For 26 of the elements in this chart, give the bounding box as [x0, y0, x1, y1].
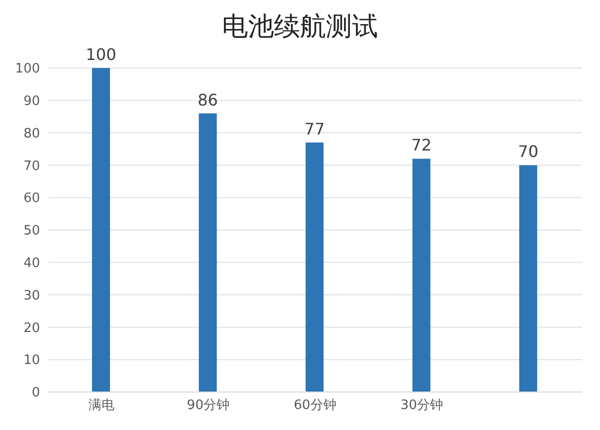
bar	[198, 113, 217, 392]
y-tick-label: 20	[23, 320, 40, 336]
bar	[519, 165, 538, 392]
x-tick-label: 30分钟	[400, 398, 444, 414]
data-label: 86	[198, 90, 218, 110]
y-tick-label: 100	[15, 62, 40, 77]
y-tick-label: 90	[23, 94, 40, 110]
y-tick-label: 60	[23, 191, 40, 206]
x-tick-label: 满电	[88, 398, 114, 414]
x-tick-label: 90分钟	[186, 398, 230, 414]
bar	[412, 158, 430, 392]
data-label: 77	[304, 120, 325, 139]
y-tick-label: 30	[23, 288, 40, 304]
y-tick-label: 80	[23, 126, 40, 142]
y-tick-label: 40	[23, 256, 40, 272]
data-label: 72	[411, 136, 432, 155]
chart-title: 电池续航测试	[221, 11, 379, 44]
y-tick-label: 10	[23, 353, 40, 368]
bar	[92, 68, 110, 392]
y-tick-label: 70	[23, 158, 40, 174]
y-tick-label: 50	[23, 224, 40, 239]
data-label: 70	[518, 142, 538, 162]
y-tick-label: 0	[32, 386, 40, 401]
data-label: 100	[86, 45, 116, 64]
x-tick-label: 60分钟	[294, 398, 336, 414]
bar	[306, 142, 324, 392]
